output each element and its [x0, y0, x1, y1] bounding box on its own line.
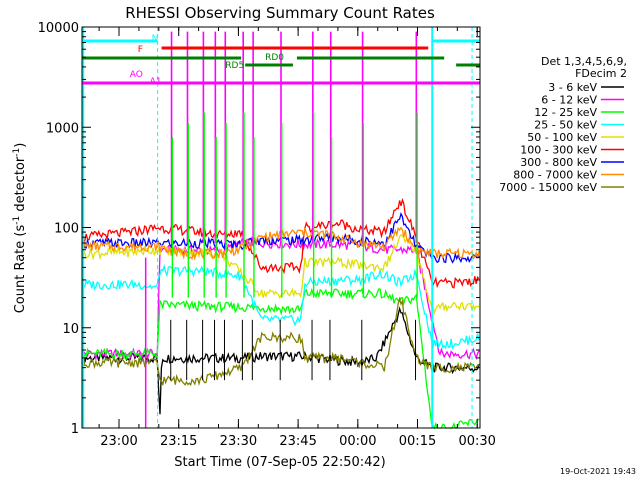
annotation-layer: FN RD0 RD5 AO A1 [82, 27, 480, 428]
state-annotation: F [138, 45, 143, 55]
series-line [81, 197, 480, 289]
x-tick-label: 23:45 [279, 434, 316, 449]
x-tick-label: 23:00 [100, 434, 137, 449]
y-tick-label: 10000 [38, 21, 79, 36]
legend-label: 6 - 12 keV [541, 94, 597, 107]
state-annotation: A1 [150, 77, 162, 87]
y-tick-label: 10 [62, 322, 79, 337]
series-line [81, 287, 480, 430]
state-annotation: AO [130, 70, 143, 80]
legend-header: FDecim 2 [575, 67, 627, 80]
y-tick-label: 1 [71, 422, 79, 437]
x-tick-labels: 23:00 23:15 23:30 23:45 00:00 00:15 00:30 [100, 434, 496, 449]
state-annotation: RD0 [265, 53, 284, 63]
axes [81, 26, 481, 429]
y-axis-label: Count Rate (s-1 detector-1) [12, 143, 28, 314]
legend-label: 50 - 100 keV [527, 131, 597, 144]
y-tick-labels: 1 10 100 1000 10000 [38, 21, 79, 437]
legend-label: 25 - 50 keV [534, 119, 597, 132]
chart-title: RHESSI Observing Summary Count Rates [125, 4, 435, 22]
legend-label: 800 - 7000 keV [513, 169, 597, 182]
x-tick-label: 00:00 [339, 434, 376, 449]
state-annotation: N [152, 34, 159, 44]
legend-label: 7000 - 15000 keV [499, 181, 597, 194]
x-tick-label: 00:30 [458, 434, 495, 449]
state-annotation: RD5 [225, 61, 244, 71]
x-axis-label: Start Time (07-Sep-05 22:50:42) [174, 455, 385, 470]
legend-label: 3 - 6 keV [548, 81, 597, 94]
x-tick-label: 00:15 [399, 434, 436, 449]
legend-label: 100 - 300 keV [520, 144, 597, 157]
x-tick-label: 23:30 [220, 434, 257, 449]
y-tick-label: 1000 [46, 121, 79, 136]
x-tick-label: 23:15 [160, 434, 197, 449]
legend-label: 300 - 800 keV [520, 156, 597, 169]
legend-label: 12 - 25 keV [534, 106, 597, 119]
render-timestamp: 19-Oct-2021 19:43 [560, 467, 636, 476]
series-line [81, 236, 480, 362]
legend-header: Det 1,3,4,5,6,9, [541, 55, 627, 68]
y-tick-label: 100 [54, 222, 79, 237]
spike-layer [170, 31, 418, 381]
